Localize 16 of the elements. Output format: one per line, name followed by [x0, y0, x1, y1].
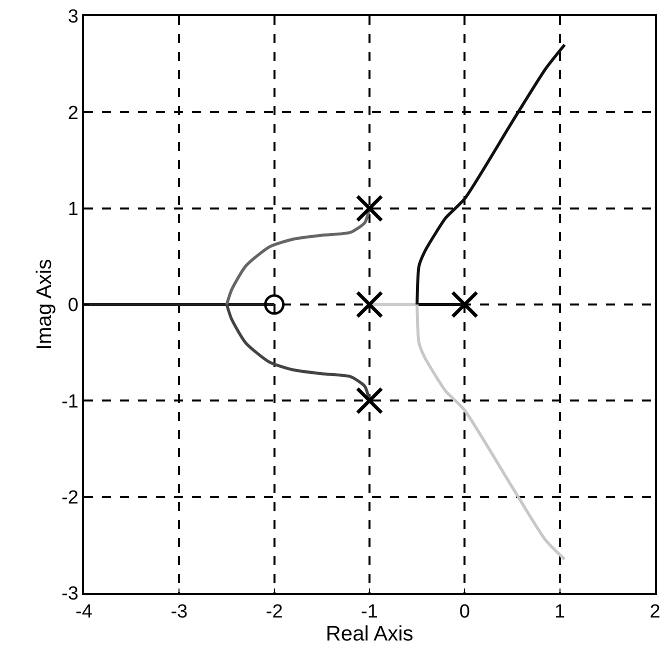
x-tick-label: 0 — [459, 602, 470, 623]
y-axis-title: Imag Axis — [33, 258, 56, 350]
y-tick-label: 2 — [68, 102, 78, 124]
x-tick-label: -4 — [76, 602, 93, 623]
y-tick-label: 1 — [68, 198, 78, 220]
x-axis-title: Real Axis — [326, 622, 414, 646]
y-tick-label: 0 — [68, 295, 78, 316]
y-tick-label: -2 — [62, 487, 78, 508]
y-tick-label: -3 — [62, 584, 78, 605]
x-tick-label: -1 — [361, 602, 378, 623]
y-tick-label: 3 — [68, 6, 78, 28]
x-tick-label: 1 — [554, 602, 566, 623]
x-tick-label: -3 — [170, 602, 188, 623]
x-tick-label: 2 — [650, 602, 660, 623]
x-tick-label: -2 — [266, 602, 283, 623]
y-tick-label: -1 — [62, 391, 78, 412]
